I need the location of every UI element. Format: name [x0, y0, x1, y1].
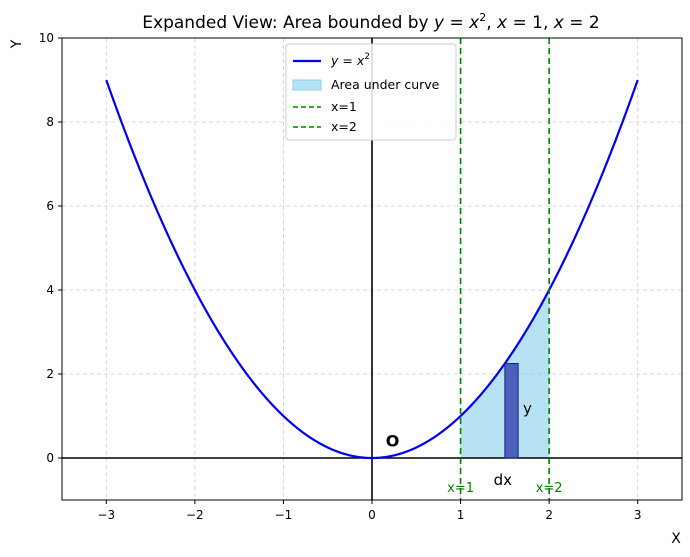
x-tick-label: −3 [97, 508, 115, 522]
x-tick-label: −1 [275, 508, 293, 522]
y-tick-label: 10 [39, 31, 54, 45]
legend-curve-label: y = x2 [330, 52, 370, 68]
legend-area-label: Area under curve [331, 77, 440, 92]
y-tick-label: 2 [46, 367, 54, 381]
x-tick-label: 2 [545, 508, 553, 522]
plot-frame [61, 37, 683, 501]
legend-x1-label: x=1 [331, 99, 357, 114]
x-axis-label: X [671, 531, 681, 547]
y-strip-label: y [523, 400, 532, 418]
strip-rect [504, 363, 519, 459]
y-tick-label: 4 [46, 283, 54, 297]
y-tick-label: 6 [46, 199, 54, 213]
plot-layer: Odx y x=1 x=2 [62, 38, 682, 500]
chart-title: Expanded View: Area bounded by y = x2, x… [142, 11, 599, 33]
x-tick-label: 0 [368, 508, 376, 522]
ticks: −3 −2 −1 0 1 2 3 0 2 4 6 8 10 [39, 31, 642, 522]
x-tick-label: 3 [634, 508, 642, 522]
dx-label: dx [494, 471, 513, 489]
x-tick-label: 1 [457, 508, 465, 522]
x-tick-label: −2 [186, 508, 204, 522]
y-axis-label: Y [9, 39, 25, 49]
y-tick-label: 0 [46, 451, 54, 465]
origin-label: O [386, 431, 400, 450]
vline-label-x2: x=2 [536, 481, 563, 496]
legend: y = x2 Area under curve x=1 x=2 [285, 43, 457, 141]
legend-x2-label: x=2 [331, 119, 357, 134]
vline-label-x1: x=1 [447, 481, 474, 496]
legend-box [285, 43, 457, 141]
y-tick-label: 8 [46, 115, 54, 129]
legend-area-swatch [292, 79, 322, 91]
